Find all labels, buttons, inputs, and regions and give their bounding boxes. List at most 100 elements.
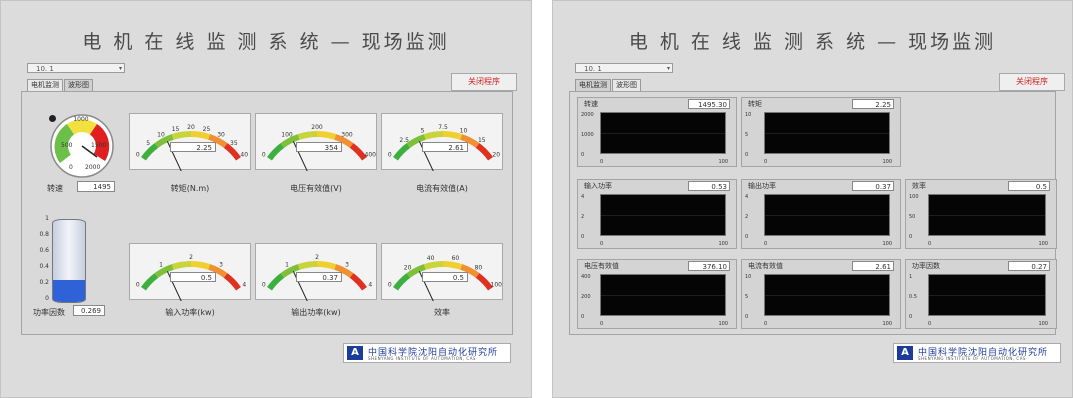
y-tick-label: 100 (909, 194, 919, 200)
tab-bar: 电机监测 波形图 (575, 79, 642, 91)
selector-value: 10. 1 (584, 65, 602, 73)
gauge-caption: 效率 (434, 308, 450, 317)
indicator-led (49, 115, 56, 122)
y-tick-label: 10 (745, 274, 752, 280)
gauge-tick: 15 (172, 126, 180, 133)
chart-label: 转矩 (748, 100, 762, 108)
waveform-panel: 电 机 在 线 监 测 系 统 — 现场监测 10. 1 ▾ 电机监测 波形图 关… (552, 0, 1073, 398)
y-tick-label: 4 (581, 194, 585, 200)
meter-gauge: 0 100 200 300 400 354 (255, 113, 377, 171)
tab-waveform[interactable]: 波形图 (612, 79, 641, 91)
logo-mark: A (347, 346, 363, 360)
gauge-tick: 20 (404, 264, 412, 271)
channel-selector[interactable]: 10. 1 ▾ (27, 63, 125, 73)
x-tick-label: 100 (882, 159, 892, 165)
chart-value: 0.5 (1008, 181, 1050, 191)
waveform-plot (600, 274, 726, 316)
gauge-arc: 0 1 2 3 4 (262, 254, 372, 301)
gauge-tick: 100 (491, 282, 503, 289)
gauge-tick: 60 (452, 255, 460, 262)
x-tick-label: 0 (928, 241, 932, 247)
gauge-readout: 2.25 (170, 142, 216, 152)
tab-motor-monitor[interactable]: 电机监测 (575, 79, 611, 91)
y-tick-label: 0 (909, 234, 913, 240)
tank-scale-tick: 0.4 (39, 263, 49, 270)
gauge-tick: 0 (388, 282, 392, 289)
selector-value: 10. 1 (36, 65, 54, 73)
plot-trace (601, 295, 725, 296)
stop-program-button[interactable]: 关闭程序 (451, 73, 517, 91)
gauge-readout: 2.61 (422, 142, 468, 152)
chevron-down-icon: ▾ (666, 65, 670, 72)
plot-trace (929, 215, 1045, 216)
y-tick-label: 2 (745, 214, 749, 220)
chart-label: 电压有效值 (584, 262, 619, 270)
y-tick-label: 0 (745, 234, 749, 240)
dial-tick: 1500 (91, 142, 106, 149)
gauge-tick: 20 (187, 124, 195, 131)
gauge-tick: 10 (460, 127, 468, 134)
tank-scale-tick: 1 (45, 215, 49, 222)
y-tick-label: 50 (909, 214, 916, 220)
chart-value: 1495.30 (688, 99, 730, 109)
gauge-tick: 0 (262, 282, 266, 289)
logo-text: 中国科学院沈阳自动化研究所 (918, 348, 1049, 358)
gauge-tick: 2.5 (399, 137, 409, 144)
y-tick-label: 0 (581, 314, 585, 320)
gauge-tick: 5 (421, 127, 425, 134)
x-tick-label: 100 (718, 159, 728, 165)
gauge-tick: 80 (475, 264, 483, 271)
waveform-chart: 效率 0.5 100 50 0 0 100 (905, 179, 1057, 249)
gauge-readout: 0.5 (422, 272, 468, 282)
chart-value: 0.53 (688, 181, 730, 191)
chart-label: 转速 (584, 100, 598, 108)
tab-waveform[interactable]: 波形图 (64, 79, 93, 91)
gauge-tick: 0 (262, 152, 266, 159)
gauge-caption: 输出功率(kw) (291, 308, 341, 317)
gauge-caption: 输入功率(kw) (165, 308, 215, 317)
waveform-chart: 输入功率 0.53 4 2 0 0 100 (577, 179, 737, 249)
tank-scale-tick: 0.8 (39, 231, 49, 238)
tab-motor-monitor[interactable]: 电机监测 (27, 79, 63, 91)
gauge-tick: 0 (136, 282, 140, 289)
gauge-arc: 0 1 2 3 4 (136, 254, 246, 301)
x-tick-label: 100 (718, 241, 728, 247)
stop-program-button[interactable]: 关闭程序 (999, 73, 1065, 91)
chart-label: 效率 (912, 182, 926, 190)
y-tick-label: 400 (581, 274, 591, 280)
gauge-tick: 1 (159, 261, 163, 268)
gauge-tick: 3 (345, 261, 349, 268)
tank-scale-tick: 0 (45, 295, 49, 302)
gauge-tick: 30 (217, 131, 225, 138)
chart-value: 2.25 (852, 99, 894, 109)
y-tick-label: 0 (745, 314, 749, 320)
channel-selector[interactable]: 10. 1 ▾ (575, 63, 673, 73)
chart-value: 2.61 (852, 261, 894, 271)
plot-trace (601, 133, 725, 134)
gauge-arc: 0 100 200 300 400 (262, 124, 376, 171)
x-tick-label: 0 (764, 321, 768, 327)
x-tick-label: 0 (600, 321, 604, 327)
tab-bar: 电机监测 波形图 (27, 79, 94, 91)
meter-gauge: 0 20 40 60 80 100 0.5 (381, 243, 503, 301)
x-tick-label: 100 (882, 321, 892, 327)
chart-label: 功率因数 (912, 262, 940, 270)
gauge-tick: 35 (230, 140, 238, 147)
y-tick-label: 1000 (581, 132, 594, 138)
monitor-panel: 电 机 在 线 监 测 系 统 — 现场监测 10. 1 ▾ 电机监测 波形图 关… (0, 0, 532, 398)
x-tick-label: 0 (764, 241, 768, 247)
plot-trace (601, 215, 725, 216)
gauge-tick: 0 (136, 152, 140, 159)
chart-value: 0.27 (1008, 261, 1050, 271)
plot-trace (765, 215, 889, 216)
chart-label: 电流有效值 (748, 262, 783, 270)
logo-subtext: SHENYANG INSTITUTE OF AUTOMATION, CAS (918, 356, 1026, 361)
y-tick-label: 0 (581, 234, 585, 240)
waveform-plot (600, 112, 726, 154)
speed-dial: 1000 500 1500 0 2000 (50, 114, 114, 178)
x-tick-label: 0 (764, 159, 768, 165)
waveform-chart: 电压有效值 376.10 400 200 0 0 100 (577, 259, 737, 329)
gauge-tick: 40 (240, 152, 248, 159)
gauge-tick: 40 (427, 255, 435, 262)
power-factor-tank (52, 219, 86, 303)
